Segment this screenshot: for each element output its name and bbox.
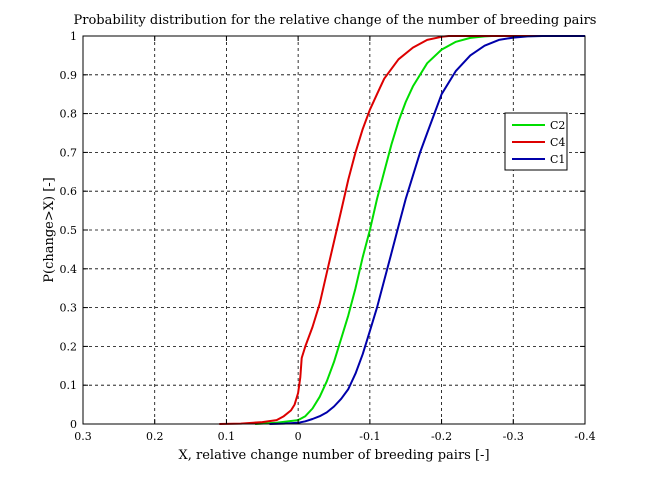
y-tick-label: 0: [70, 418, 77, 431]
series-line-c1: [269, 35, 585, 425]
x-tick-label: -0.3: [503, 430, 524, 443]
y-tick-label: 1: [70, 30, 77, 43]
x-tick-label: 0: [295, 430, 302, 443]
legend-label-c2: C2: [550, 119, 565, 132]
y-tick-label: 0.7: [60, 146, 78, 159]
y-tick-label: 0.3: [60, 302, 78, 315]
y-tick-label: 0.1: [60, 379, 78, 392]
x-axis-label: X, relative change number of breeding pa…: [178, 448, 489, 463]
x-tick-label: 0.3: [74, 430, 92, 443]
y-axis-label: P(change>X) [-]: [42, 177, 57, 283]
x-tick-label: -0.1: [359, 430, 380, 443]
y-tick-label: 0.8: [60, 108, 78, 121]
series-line-c2: [255, 35, 585, 425]
series-line-c4: [219, 35, 585, 425]
legend-label-c4: C4: [550, 136, 565, 149]
x-tick-label: 0.1: [218, 430, 236, 443]
ticks: 0.3 0.2 0.1 0 -0.1 -0.2 -0.3 -0.4 0 0.1 0.2 0.3 0.4 0…: [60, 30, 596, 443]
series-layer: [219, 35, 585, 425]
y-tick-label: 0.9: [60, 69, 78, 82]
x-tick-label: -0.4: [574, 430, 595, 443]
x-tick-label: -0.2: [431, 430, 452, 443]
chart-title: Probability distribution for the relativ…: [74, 13, 597, 28]
y-tick-label: 0.2: [60, 340, 78, 353]
x-tick-label: 0.2: [146, 430, 164, 443]
y-tick-label: 0.6: [60, 185, 78, 198]
legend: C2 C4 C1: [504, 112, 568, 171]
y-tick-label: 0.5: [60, 224, 78, 237]
y-tick-label: 0.4: [60, 263, 78, 276]
legend-label-c1: C1: [550, 153, 565, 166]
